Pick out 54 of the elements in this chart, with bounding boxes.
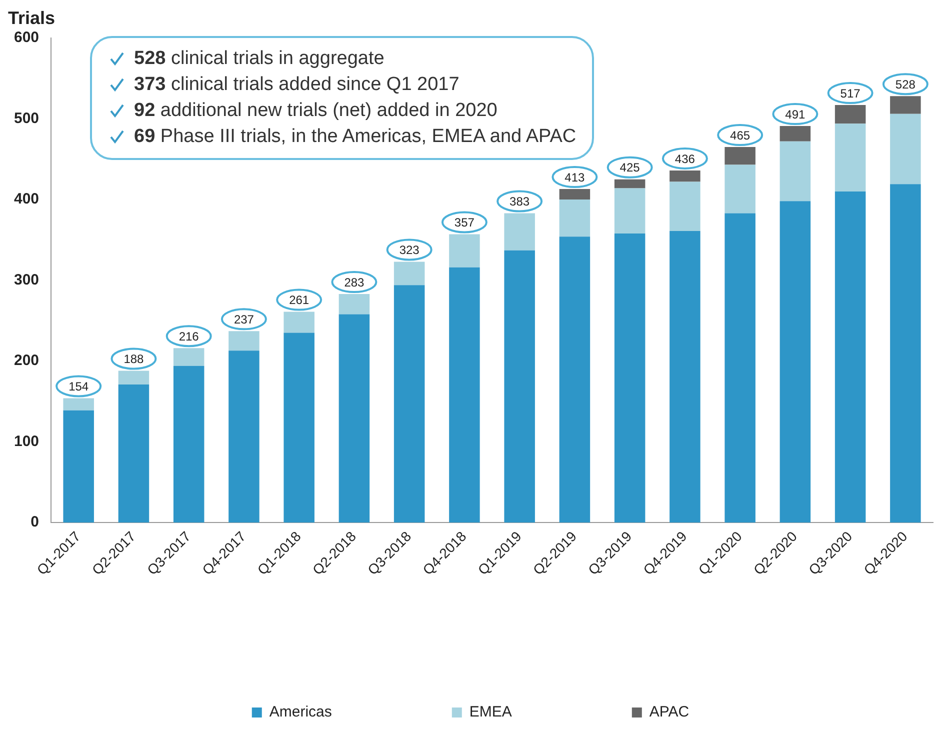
bar	[559, 200, 590, 237]
total-label: 413	[564, 170, 586, 184]
bar	[670, 231, 700, 523]
bar	[724, 164, 756, 214]
y-tick-label: 400	[14, 190, 40, 208]
bar	[394, 285, 425, 523]
y-tick-label: 0	[30, 514, 40, 531]
legend-label: EMEA	[469, 704, 512, 721]
bar	[338, 314, 370, 523]
total-label: 237	[234, 312, 254, 326]
y-tick-label: 200	[14, 352, 40, 370]
bar	[118, 384, 150, 523]
bar	[780, 141, 811, 202]
bar	[724, 213, 756, 523]
bar	[890, 184, 921, 523]
bar	[63, 410, 94, 523]
annotation: 373 clinical trials added since Q1 2017	[134, 74, 460, 95]
total-label: 436	[674, 152, 696, 166]
bar	[173, 366, 204, 523]
bar	[559, 236, 590, 523]
legend-label: APAC	[649, 704, 690, 721]
y-axis-title: Trials	[8, 8, 56, 29]
y-tick-label: 100	[14, 432, 40, 450]
total-label: 261	[289, 293, 310, 308]
bar	[449, 267, 480, 523]
total-label: 323	[399, 243, 420, 258]
y-tick-label: 500	[14, 110, 40, 127]
y-tick-label: 600	[14, 29, 40, 46]
total-label: 383	[510, 194, 530, 209]
bar	[834, 124, 866, 192]
bar	[780, 201, 811, 523]
bar	[670, 182, 700, 232]
total-label: 283	[344, 275, 365, 290]
total-label: 425	[620, 160, 640, 175]
total-label: 154	[68, 380, 89, 394]
bar	[228, 350, 260, 523]
total-label: 188	[124, 352, 144, 366]
bar	[284, 332, 314, 523]
annotation: 528 clinical trials in aggregate	[134, 48, 384, 69]
bar	[614, 188, 646, 234]
bar	[834, 191, 866, 523]
annotation: 69 Phase III trials, in the Americas, EMEA and APAC	[134, 126, 576, 147]
y-tick-label: 300	[14, 271, 40, 288]
bar	[890, 114, 921, 184]
bar	[614, 233, 646, 523]
legend-label: Americas	[269, 704, 332, 721]
bar	[504, 250, 535, 523]
total-label: 517	[840, 86, 861, 100]
annotation: 92 additional new trials (net) added in 2020	[134, 100, 498, 121]
total-label: 357	[454, 216, 475, 230]
total-label: 491	[785, 107, 806, 122]
total-label: 216	[178, 329, 200, 344]
total-label: 465	[730, 128, 750, 142]
total-label: 528	[895, 77, 916, 92]
